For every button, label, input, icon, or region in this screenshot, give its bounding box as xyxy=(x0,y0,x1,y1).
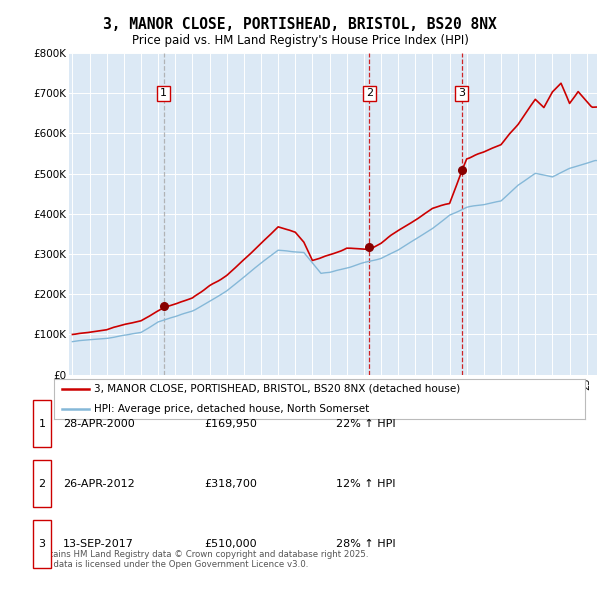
Text: 1: 1 xyxy=(160,88,167,99)
Text: £318,700: £318,700 xyxy=(204,479,257,489)
Text: 2: 2 xyxy=(38,479,46,489)
Text: Contains HM Land Registry data © Crown copyright and database right 2025.
This d: Contains HM Land Registry data © Crown c… xyxy=(33,550,368,569)
Text: 3: 3 xyxy=(38,539,46,549)
Text: £510,000: £510,000 xyxy=(204,539,257,549)
Text: Price paid vs. HM Land Registry's House Price Index (HPI): Price paid vs. HM Land Registry's House … xyxy=(131,34,469,47)
Text: 3, MANOR CLOSE, PORTISHEAD, BRISTOL, BS20 8NX (detached house): 3, MANOR CLOSE, PORTISHEAD, BRISTOL, BS2… xyxy=(94,384,460,394)
Text: 3: 3 xyxy=(458,88,465,99)
Text: 28-APR-2000: 28-APR-2000 xyxy=(63,419,135,428)
Text: 13-SEP-2017: 13-SEP-2017 xyxy=(63,539,134,549)
Text: 12% ↑ HPI: 12% ↑ HPI xyxy=(336,479,395,489)
Text: 26-APR-2012: 26-APR-2012 xyxy=(63,479,135,489)
Text: 28% ↑ HPI: 28% ↑ HPI xyxy=(336,539,395,549)
Text: 3, MANOR CLOSE, PORTISHEAD, BRISTOL, BS20 8NX: 3, MANOR CLOSE, PORTISHEAD, BRISTOL, BS2… xyxy=(103,17,497,31)
Text: HPI: Average price, detached house, North Somerset: HPI: Average price, detached house, Nort… xyxy=(94,404,369,414)
Text: 22% ↑ HPI: 22% ↑ HPI xyxy=(336,419,395,428)
Text: £169,950: £169,950 xyxy=(204,419,257,428)
Text: 2: 2 xyxy=(366,88,373,99)
Text: 1: 1 xyxy=(38,419,46,428)
